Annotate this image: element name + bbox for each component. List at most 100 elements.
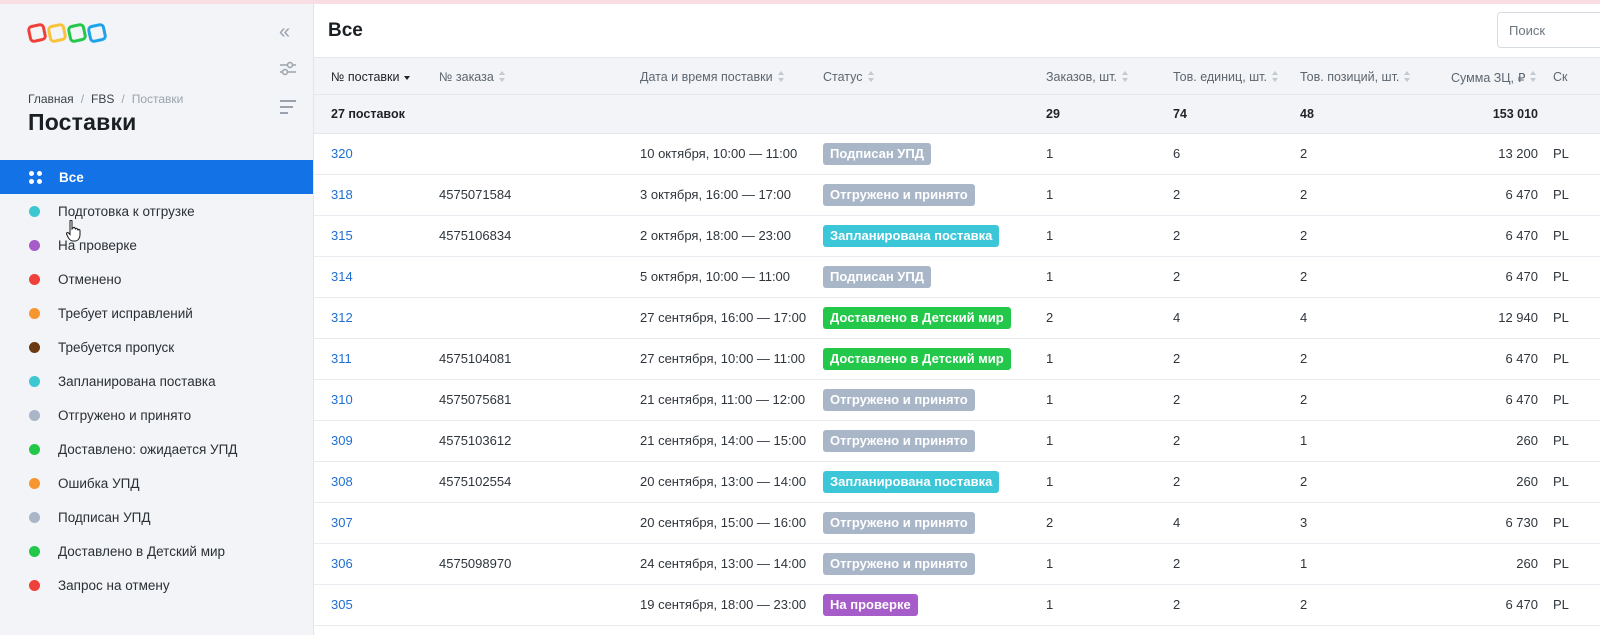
orders-count: 1	[1046, 146, 1054, 161]
units-count: 2	[1173, 228, 1181, 243]
shipment-number-link[interactable]: 315	[331, 228, 353, 243]
sum-value: 6 470	[1505, 269, 1538, 284]
breadcrumb: Главная / FBS / Поставки	[28, 92, 183, 106]
table-row[interactable]: 318 4575071584 3 октября, 16:00 — 17:00 …	[314, 175, 1600, 216]
grid-icon	[29, 170, 42, 184]
table-row[interactable]: 312 27 сентября, 16:00 — 17:00 Доставлен…	[314, 298, 1600, 339]
sort-desc-icon	[404, 71, 411, 83]
orders-count: 1	[1046, 351, 1054, 366]
status-dot	[29, 341, 40, 353]
sort-icon	[1404, 71, 1411, 83]
column-header-date[interactable]: Дата и время поставки	[640, 58, 785, 96]
column-header-orders[interactable]: Заказов, шт.	[1046, 58, 1129, 96]
status-badge: Подписан УПД	[823, 143, 931, 165]
summary-count: 27 поставок	[331, 107, 405, 121]
nav-item-label: Ошибка УПД	[58, 475, 140, 491]
table-row[interactable]: 305 19 сентября, 18:00 — 23:00 На провер…	[314, 585, 1600, 626]
shipment-number-link[interactable]: 308	[331, 474, 353, 489]
nav-item-scheduled[interactable]: Запланирована поставка	[0, 364, 313, 398]
nav-item-label: На проверке	[58, 237, 137, 253]
column-header-shipment-number[interactable]: № поставки	[331, 58, 411, 96]
logo[interactable]	[26, 22, 108, 46]
table-header: № поставки № заказа Дата и время поставк…	[314, 57, 1600, 95]
status-badge: Запланирована поставка	[823, 471, 1000, 493]
units-count: 2	[1173, 597, 1181, 612]
table-row[interactable]: 307 20 сентября, 15:00 — 16:00 Отгружено…	[314, 503, 1600, 544]
shipment-number-link[interactable]: 318	[331, 187, 353, 202]
shipment-number-link[interactable]: 306	[331, 556, 353, 571]
nav-item-label: Запланирована поставка	[58, 373, 216, 389]
status-badge: Доставлено в Детский мир	[823, 307, 1011, 329]
summary-orders: 29	[1046, 107, 1060, 121]
shipment-number-link[interactable]: 307	[331, 515, 353, 530]
nav-item-preparing[interactable]: Подготовка к отгрузке	[0, 194, 313, 228]
units-count: 4	[1173, 515, 1181, 530]
table-row[interactable]: 306 4575098970 24 сентября, 13:00 — 14:0…	[314, 544, 1600, 585]
positions-count: 2	[1300, 474, 1308, 489]
summary-sum: 153 010	[1492, 107, 1538, 121]
nav-item-upd-error[interactable]: Ошибка УПД	[0, 466, 313, 500]
units-count: 2	[1173, 474, 1181, 489]
nav-item-delivered-awaiting[interactable]: Доставлено: ожидается УПД	[0, 432, 313, 466]
extra-value: PL	[1553, 187, 1569, 202]
positions-count: 2	[1300, 228, 1308, 243]
order-number: 4575071584	[439, 187, 512, 202]
nav-item-under-review[interactable]: На проверке	[0, 228, 313, 262]
units-count: 2	[1173, 392, 1181, 407]
column-header-status[interactable]: Статус	[823, 58, 875, 96]
nav-item-label: Доставлено в Детский мир	[58, 543, 226, 559]
list-view-icon[interactable]	[279, 98, 297, 116]
nav-item-upd-signed[interactable]: Подписан УПД	[0, 500, 313, 534]
shipment-number-link[interactable]: 305	[331, 597, 353, 612]
order-number: 4575103612	[439, 433, 512, 448]
nav-item-cancelled[interactable]: Отменено	[0, 262, 313, 296]
delivery-date: 19 сентября, 18:00 — 23:00	[640, 597, 807, 612]
table-row[interactable]: 315 4575106834 2 октября, 18:00 — 23:00 …	[314, 216, 1600, 257]
shipment-number-link[interactable]: 320	[331, 146, 353, 161]
nav-item-cancel-request[interactable]: Запрос на отмену	[0, 568, 313, 602]
shipment-number-link[interactable]: 309	[331, 433, 353, 448]
shipment-number-link[interactable]: 310	[331, 392, 353, 407]
nav-item-needs-fix[interactable]: Требует исправлений	[0, 296, 313, 330]
column-header-sum[interactable]: Сумма ЗЦ, ₽	[1451, 58, 1537, 96]
table-row[interactable]: 310 4575075681 21 сентября, 11:00 — 12:0…	[314, 380, 1600, 421]
nav-item-label: Отменено	[58, 271, 122, 287]
delivery-date: 2 октября, 18:00 — 23:00	[640, 228, 791, 243]
positions-count: 2	[1300, 187, 1308, 202]
shipment-number-link[interactable]: 312	[331, 310, 353, 325]
status-dot	[29, 239, 40, 251]
breadcrumb-fbs[interactable]: FBS	[91, 92, 115, 106]
nav-item-delivered[interactable]: Доставлено в Детский мир	[0, 534, 313, 568]
sum-value: 260	[1516, 433, 1538, 448]
nav-item-label: Все	[59, 169, 84, 185]
collapse-sidebar-icon[interactable]: «	[279, 21, 291, 43]
shipment-number-link[interactable]: 311	[331, 351, 352, 366]
column-header-order-number[interactable]: № заказа	[439, 58, 506, 96]
column-header-units[interactable]: Тов. единиц, шт.	[1173, 58, 1279, 96]
column-header-extra[interactable]: Ск	[1553, 58, 1568, 96]
breadcrumb-home[interactable]: Главная	[28, 92, 74, 106]
orders-count: 1	[1046, 597, 1054, 612]
sort-icon	[1271, 71, 1279, 83]
nav-item-pass-required[interactable]: Требуется пропуск	[0, 330, 313, 364]
sum-value: 6 730	[1505, 515, 1538, 530]
shipment-number-link[interactable]: 314	[331, 269, 353, 284]
search-input[interactable]	[1497, 12, 1600, 48]
filter-settings-icon[interactable]	[279, 60, 297, 78]
table-row[interactable]: 309 4575103612 21 сентября, 14:00 — 15:0…	[314, 421, 1600, 462]
sum-value: 260	[1516, 556, 1538, 571]
table-row[interactable]: 311 4575104081 27 сентября, 10:00 — 11:0…	[314, 339, 1600, 380]
table-row[interactable]: 308 4575102554 20 сентября, 13:00 — 14:0…	[314, 462, 1600, 503]
nav-item-all[interactable]: Все	[0, 160, 313, 194]
column-header-positions[interactable]: Тов. позиций, шт.	[1300, 58, 1411, 96]
delivery-date: 5 октября, 10:00 — 11:00	[640, 269, 791, 284]
table-row[interactable]: 320 10 октября, 10:00 — 11:00 Подписан У…	[314, 134, 1600, 175]
orders-count: 2	[1046, 310, 1054, 325]
sum-value: 13 200	[1498, 146, 1538, 161]
nav-item-shipped[interactable]: Отгружено и принято	[0, 398, 313, 432]
units-count: 2	[1173, 433, 1181, 448]
status-dot	[29, 511, 40, 523]
units-count: 6	[1173, 146, 1181, 161]
table-row[interactable]: 314 5 октября, 10:00 — 11:00 Подписан УП…	[314, 257, 1600, 298]
orders-count: 1	[1046, 474, 1054, 489]
